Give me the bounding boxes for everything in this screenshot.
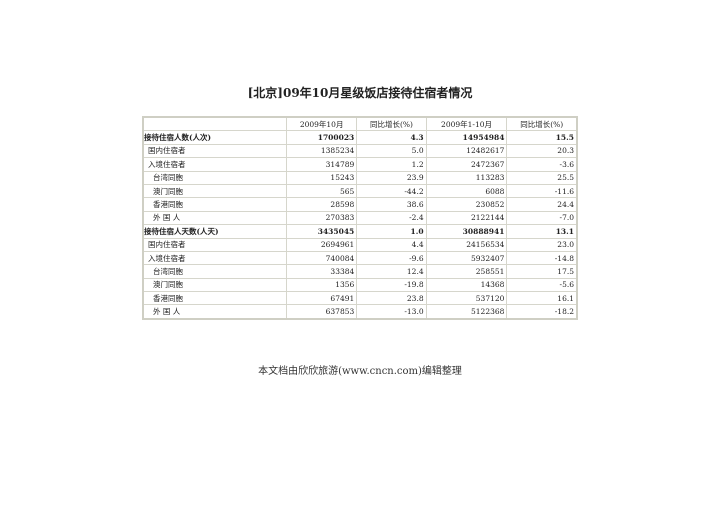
row-label: 外 国 人 xyxy=(142,304,287,320)
value-cell: 1356 xyxy=(285,277,358,293)
value-cell: 2694961 xyxy=(285,237,358,252)
table-row: 接待住宿人天数(人天) 3435045 1.0 30888941 13.1 xyxy=(142,224,578,239)
value-cell: 38.6 xyxy=(356,197,427,212)
row-label: 外 国 人 xyxy=(142,210,287,226)
table-row: 香港同胞 28598 38.6 230852 24.4 xyxy=(142,197,578,212)
value-cell: 5122368 xyxy=(425,304,508,320)
row-label: 香港同胞 xyxy=(142,291,287,306)
header-cell: 2009年10月 xyxy=(285,116,358,132)
value-cell: -7.0 xyxy=(506,210,578,226)
value-cell: 24156534 xyxy=(425,237,508,252)
row-label: 入境住宿者 xyxy=(142,250,287,266)
value-cell: 23.0 xyxy=(506,237,578,252)
value-cell: 258551 xyxy=(425,264,508,279)
hotel-stats-table: 2009年10月 同比增长(%) 2009年1-10月 同比增长(%) 接待住宿… xyxy=(142,116,578,320)
table-row: 入境住宿者 740084 -9.6 5932407 -14.8 xyxy=(142,250,578,266)
value-cell: 565 xyxy=(285,183,358,199)
value-cell: 1.0 xyxy=(356,224,427,239)
value-cell: 1700023 xyxy=(285,130,358,145)
value-cell: -14.8 xyxy=(506,250,578,266)
header-cell: 同比增长(%) xyxy=(356,116,427,132)
value-cell: 5932407 xyxy=(425,250,508,266)
table-row: 入境住宿者 314789 1.2 2472367 -3.6 xyxy=(142,157,578,172)
value-cell: 12482617 xyxy=(425,143,508,159)
value-cell: 23.9 xyxy=(356,170,427,185)
table-row: 接待住宿人数(人次) 1700023 4.3 14954984 15.5 xyxy=(142,130,578,145)
value-cell: -3.6 xyxy=(506,157,578,172)
value-cell: 14368 xyxy=(425,277,508,293)
table-row: 外 国 人 637853 -13.0 5122368 -18.2 xyxy=(142,304,578,320)
value-cell: 28598 xyxy=(285,197,358,212)
row-label: 入境住宿者 xyxy=(142,157,287,172)
value-cell: 314789 xyxy=(285,157,358,172)
footer-note: 本文档由欣欣旅游(www.cncn.com)编辑整理 xyxy=(258,366,462,377)
value-cell: 25.5 xyxy=(506,170,578,185)
row-label: 国内住宿者 xyxy=(142,237,287,252)
table-row: 澳门同胞 1356 -19.8 14368 -5.6 xyxy=(142,277,578,293)
value-cell: -5.6 xyxy=(506,277,578,293)
value-cell: -11.6 xyxy=(506,183,578,199)
header-cell: 2009年1-10月 xyxy=(425,116,508,132)
value-cell: -13.0 xyxy=(356,304,427,320)
value-cell: 1.2 xyxy=(356,157,427,172)
table-row: 外 国 人 270383 -2.4 2122144 -7.0 xyxy=(142,210,578,226)
value-cell: 16.1 xyxy=(506,291,578,306)
value-cell: 4.4 xyxy=(356,237,427,252)
table-row: 国内住宿者 1385234 5.0 12482617 20.3 xyxy=(142,143,578,159)
value-cell: 20.3 xyxy=(506,143,578,159)
row-label: 接待住宿人数(人次) xyxy=(142,130,287,145)
value-cell: 12.4 xyxy=(356,264,427,279)
document-title: [北京]09年10月星级饭店接待住宿者情况 xyxy=(247,86,473,100)
header-cell: 同比增长(%) xyxy=(506,116,578,132)
value-cell: 17.5 xyxy=(506,264,578,279)
value-cell: 14954984 xyxy=(425,130,508,145)
value-cell: 4.3 xyxy=(356,130,427,145)
value-cell: 5.0 xyxy=(356,143,427,159)
value-cell: -19.8 xyxy=(356,277,427,293)
value-cell: 637853 xyxy=(285,304,358,320)
value-cell: 740084 xyxy=(285,250,358,266)
value-cell: 23.8 xyxy=(356,291,427,306)
table-header-row: 2009年10月 同比增长(%) 2009年1-10月 同比增长(%) xyxy=(142,116,578,132)
value-cell: 15243 xyxy=(285,170,358,185)
value-cell: 1385234 xyxy=(285,143,358,159)
value-cell: 24.4 xyxy=(506,197,578,212)
value-cell: 30888941 xyxy=(425,224,508,239)
value-cell: 537120 xyxy=(425,291,508,306)
row-label: 国内住宿者 xyxy=(142,143,287,159)
table-row: 台湾同胞 15243 23.9 113283 25.5 xyxy=(142,170,578,185)
value-cell: -2.4 xyxy=(356,210,427,226)
table-row: 台湾同胞 33384 12.4 258551 17.5 xyxy=(142,264,578,279)
value-cell: 67491 xyxy=(285,291,358,306)
header-cell xyxy=(142,116,287,132)
value-cell: 13.1 xyxy=(506,224,578,239)
value-cell: 113283 xyxy=(425,170,508,185)
table-row: 澳门同胞 565 -44.2 6088 -11.6 xyxy=(142,183,578,199)
value-cell: 2472367 xyxy=(425,157,508,172)
value-cell: -44.2 xyxy=(356,183,427,199)
table-row: 香港同胞 67491 23.8 537120 16.1 xyxy=(142,291,578,306)
value-cell: 270383 xyxy=(285,210,358,226)
value-cell: 2122144 xyxy=(425,210,508,226)
value-cell: 33384 xyxy=(285,264,358,279)
table-row: 国内住宿者 2694961 4.4 24156534 23.0 xyxy=(142,237,578,252)
value-cell: 15.5 xyxy=(506,130,578,145)
value-cell: 6088 xyxy=(425,183,508,199)
value-cell: -18.2 xyxy=(506,304,578,320)
row-label: 接待住宿人天数(人天) xyxy=(142,224,287,239)
row-label: 台湾同胞 xyxy=(142,170,287,185)
row-label: 台湾同胞 xyxy=(142,264,287,279)
row-label: 香港同胞 xyxy=(142,197,287,212)
value-cell: 230852 xyxy=(425,197,508,212)
row-label: 澳门同胞 xyxy=(142,183,287,199)
value-cell: 3435045 xyxy=(285,224,358,239)
value-cell: -9.6 xyxy=(356,250,427,266)
row-label: 澳门同胞 xyxy=(142,277,287,293)
